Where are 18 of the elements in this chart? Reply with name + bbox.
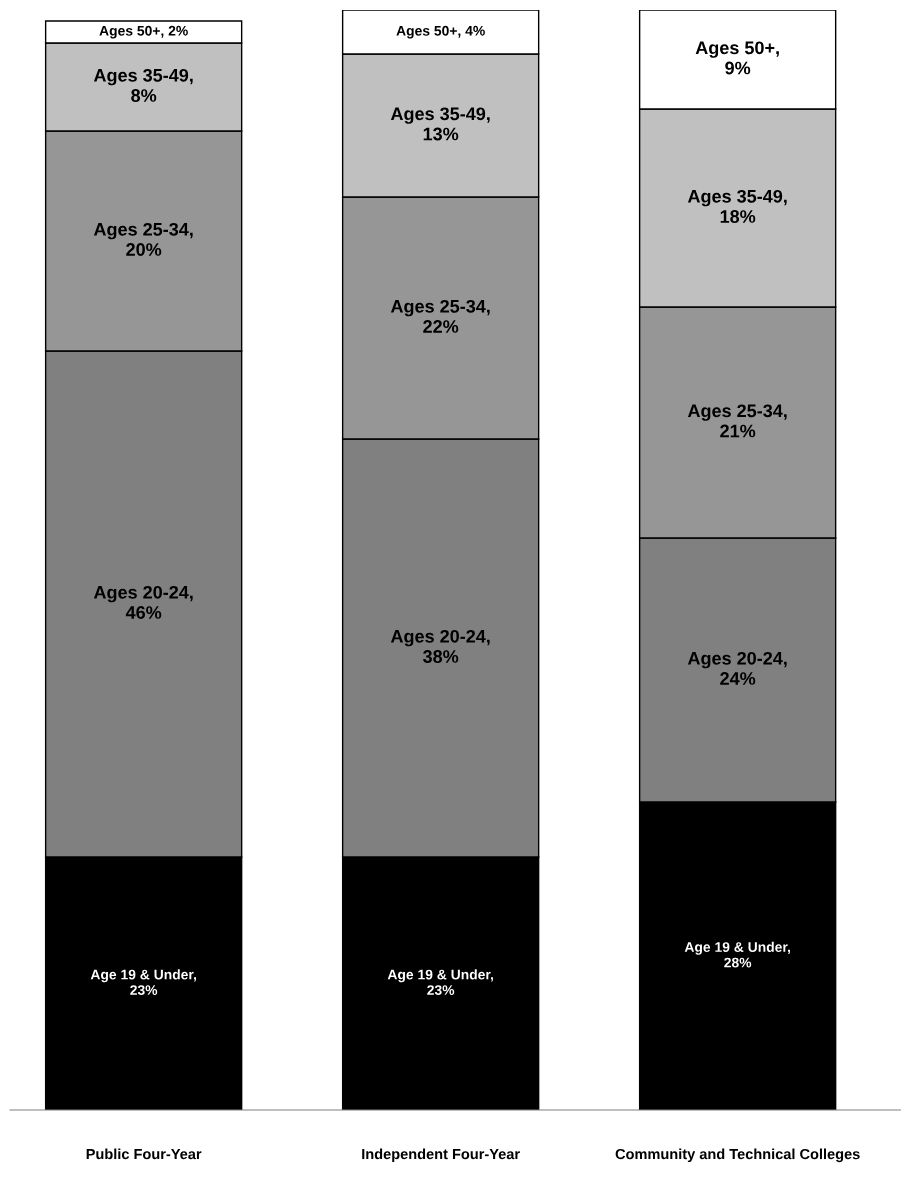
data-label: Ages 20-24, 24% [687,651,787,685]
data-label: Ages 50+, 9% [695,41,779,75]
x-tick-label: Community and Technical Colleges [615,1148,860,1163]
x-tick-label: Independent Four-Year [362,1148,520,1163]
data-label: Ages 35-49, 8% [93,68,193,102]
data-label: Age 19 & Under, 23% [387,969,493,996]
x-tick-label: Public Four-Year [86,1148,202,1160]
data-label: Ages 20-24, 46% [93,585,193,619]
data-label: Ages 25-34, 20% [93,222,193,256]
data-label: Ages 35-49, 13% [390,107,490,141]
data-label: Ages 20-24, 38% [390,629,490,663]
data-label: Age 19 & Under, 28% [684,941,790,968]
data-label: Ages 50+, 2% [99,25,188,39]
data-label: Ages 25-34, 22% [390,299,490,333]
data-label: Ages 25-34, 21% [687,404,787,438]
data-label: Ages 35-49, 18% [687,189,787,223]
data-label: Ages 50+, 4% [396,25,485,39]
data-label: Age 19 & Under, 23% [90,969,196,996]
